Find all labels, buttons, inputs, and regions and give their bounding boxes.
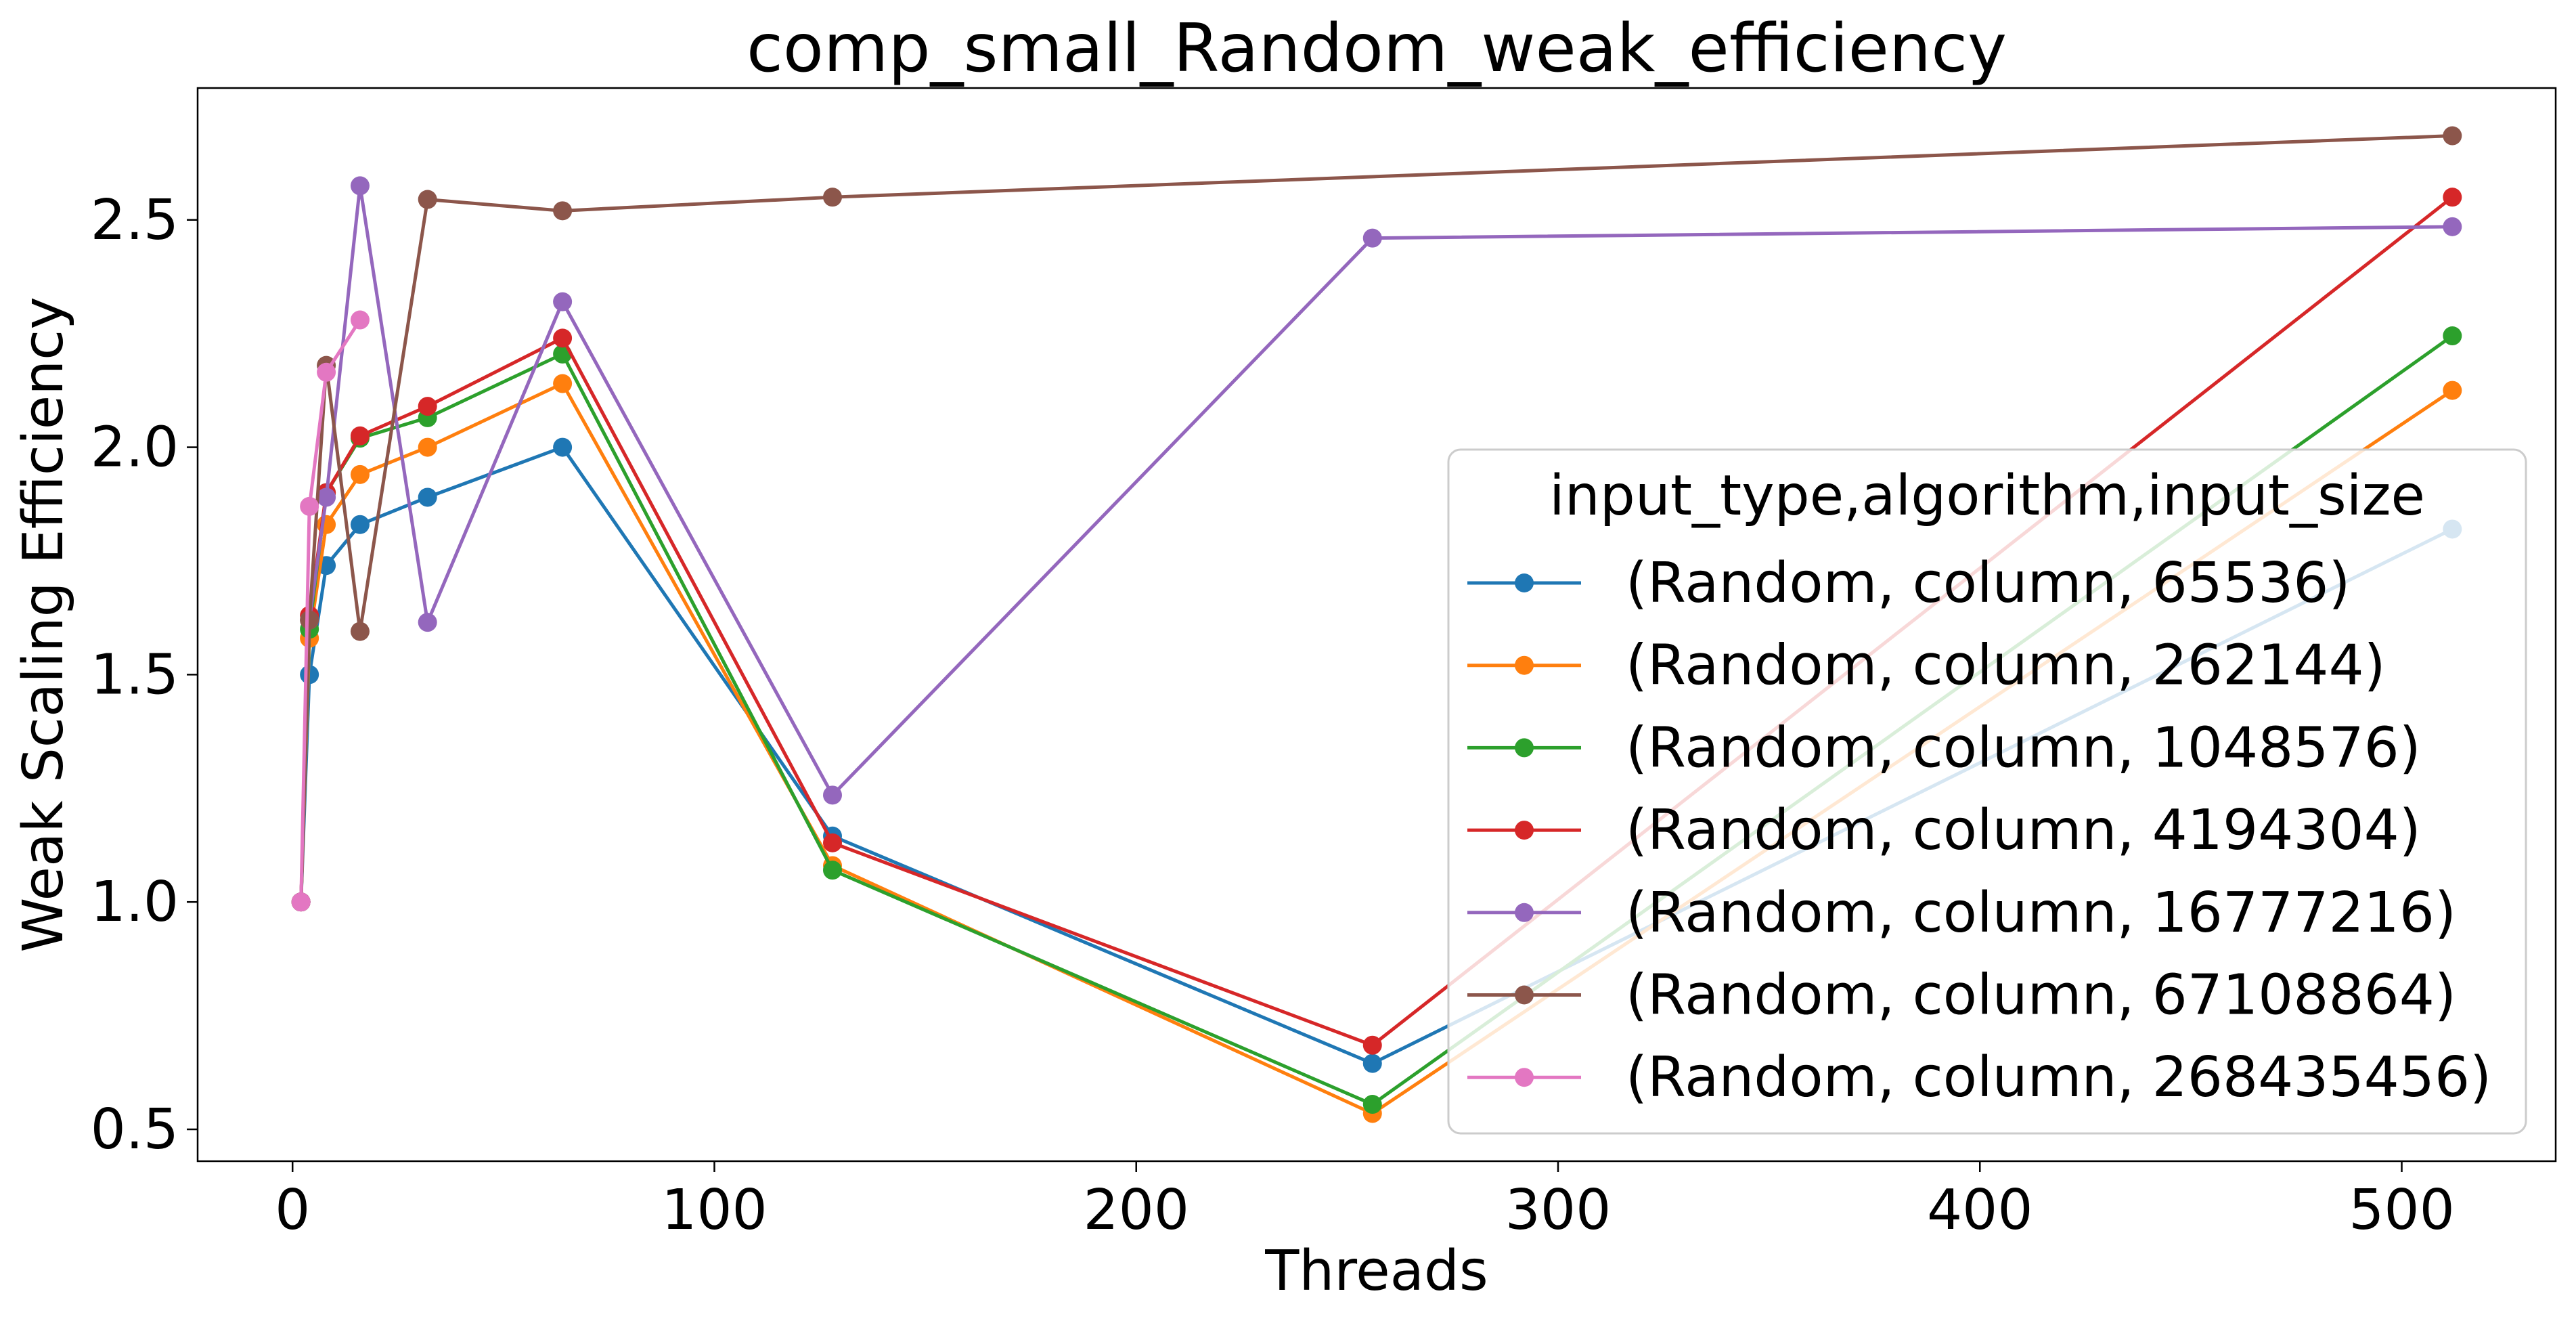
- series-point: [1362, 1095, 1382, 1114]
- legend-title: input_type,algorithm,input_size: [1549, 464, 2425, 528]
- series-point: [350, 464, 370, 484]
- legend-entry: (Random, column, 1048576): [1467, 716, 2421, 780]
- x-tick-label: 200: [1083, 1178, 1189, 1242]
- x-tick-label: 400: [1927, 1178, 2033, 1242]
- y-axis-label: Weak Scaling Efficiency: [12, 297, 76, 953]
- series-point: [1362, 1035, 1382, 1055]
- series-point: [553, 437, 573, 457]
- series-point: [553, 328, 573, 348]
- y-tick-label: 2.0: [91, 416, 179, 480]
- series-line: [299, 134, 2454, 904]
- series-point: [823, 861, 842, 880]
- series-point: [317, 362, 336, 382]
- series-point: [2443, 326, 2462, 346]
- plot-layer: [291, 126, 2462, 1123]
- series-point: [418, 397, 437, 416]
- legend-entry: (Random, column, 16777216): [1467, 881, 2456, 945]
- x-tick-label: 100: [661, 1178, 768, 1242]
- legend-entry: (Random, column, 67108864): [1467, 963, 2456, 1028]
- series-point: [1362, 228, 1382, 248]
- legend-marker: [1515, 655, 1534, 675]
- plot-frame: [196, 87, 2557, 1163]
- y-tick-label: 0.5: [91, 1098, 179, 1162]
- legend-label: (Random, column, 262144): [1626, 634, 2386, 698]
- series-point: [553, 292, 573, 311]
- series-point: [823, 833, 842, 852]
- series-point: [2443, 381, 2462, 400]
- series-point: [350, 310, 370, 330]
- x-tick-label: 0: [275, 1178, 310, 1242]
- legend-label: (Random, column, 4194304): [1626, 798, 2421, 863]
- series-point: [350, 622, 370, 641]
- series-point: [823, 785, 842, 805]
- legend-items: (Random, column, 65536) (Random, column, …: [1467, 551, 2491, 1110]
- series-point: [291, 892, 311, 912]
- legend-entry: (Random, column, 268435456): [1467, 1045, 2491, 1110]
- axis-ticks: 0 100 200 300 400 500 0.5 1.0 1.5 2.0 2.5: [91, 188, 2455, 1242]
- y-tick-label: 1.5: [91, 643, 179, 707]
- series-point: [2443, 126, 2462, 146]
- chart-title: comp_small_Random_weak_efficiency: [747, 10, 2007, 87]
- chart-legend: input_type,algorithm,input_size (Random,…: [1447, 448, 2527, 1135]
- series-7: [291, 310, 370, 912]
- series-point: [300, 496, 319, 516]
- legend-label: (Random, column, 65536): [1626, 551, 2350, 615]
- series-point: [823, 188, 842, 207]
- legend-marker: [1515, 821, 1534, 840]
- series-point: [418, 190, 437, 209]
- legend-entry: (Random, column, 4194304): [1467, 798, 2421, 863]
- series-point: [553, 201, 573, 221]
- x-tick-label: 500: [2349, 1178, 2455, 1242]
- legend-label: (Random, column, 67108864): [1626, 963, 2456, 1028]
- series-point: [2443, 188, 2462, 207]
- x-axis-label: Threads: [1264, 1239, 1488, 1303]
- series-point: [553, 374, 573, 393]
- legend-marker: [1515, 573, 1534, 592]
- series-point: [418, 487, 437, 507]
- legend-marker: [1515, 903, 1534, 922]
- series-point: [1362, 1054, 1382, 1073]
- legend-marker: [1515, 985, 1534, 1005]
- legend-label: (Random, column, 268435456): [1626, 1045, 2491, 1110]
- y-tick-label: 2.5: [91, 188, 179, 253]
- series-point: [418, 437, 437, 457]
- series-point: [418, 613, 437, 632]
- x-tick-label: 300: [1505, 1178, 1612, 1242]
- legend-entry: (Random, column, 65536): [1467, 551, 2350, 615]
- series-point: [350, 515, 370, 534]
- series-point: [2443, 217, 2462, 236]
- legend-entry: (Random, column, 262144): [1467, 634, 2386, 698]
- series-point: [350, 176, 370, 196]
- legend-marker: [1515, 738, 1534, 758]
- legend-box: [1447, 448, 2527, 1135]
- series-line: [299, 318, 362, 904]
- y-tick-label: 1.0: [91, 870, 179, 934]
- series-point: [317, 487, 336, 507]
- legend-label: (Random, column, 1048576): [1626, 716, 2421, 780]
- legend-marker: [1515, 1068, 1534, 1087]
- series-point: [300, 610, 319, 630]
- legend-label: (Random, column, 16777216): [1626, 881, 2456, 945]
- series-point: [350, 426, 370, 446]
